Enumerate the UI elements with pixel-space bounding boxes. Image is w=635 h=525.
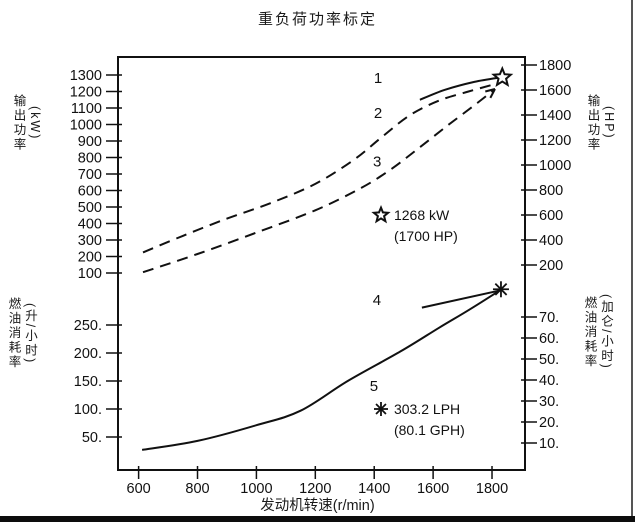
gph-tick-label: 60. [539, 331, 559, 347]
gph-tick-label: 30. [539, 394, 559, 410]
kw-tick-label: 1100 [71, 101, 102, 117]
lph-tick-label: 50. [82, 430, 102, 446]
kw-tick-label: 100 [78, 266, 102, 282]
y-axis-unit-hp: (HP) [602, 106, 616, 140]
annotation-line-1: 1268 kW [394, 207, 450, 223]
plot-border [117, 56, 526, 471]
curve-3-arrowhead [489, 88, 496, 99]
annotation-asterisk-icon [375, 403, 387, 415]
curve-4-label: 4 [373, 292, 381, 309]
lph-tick-label: 100. [74, 402, 102, 418]
y-axis-title-fuel-left: 燃油消耗率 (升/小时) [6, 297, 38, 370]
kw-tick-label: 300 [78, 233, 102, 249]
gph-tick-label: 40. [539, 373, 559, 389]
curve-2 [142, 83, 496, 254]
kw-tick-label: 900 [78, 134, 102, 150]
y-axis-unit-lph: (升/小时) [23, 302, 37, 364]
kw-tick-label: 1200 [70, 85, 102, 101]
annotation-line-2: (80.1 GPH) [394, 422, 465, 438]
lph-tick-label: 200. [74, 346, 102, 362]
y-axis-title-power-right-text: 输出功率 [585, 94, 600, 152]
kw-tick-label: 1000 [70, 118, 102, 134]
kw-tick-label: 600 [78, 184, 102, 200]
hp-tick-label: 400 [539, 233, 563, 249]
y-axis-title-fuel-right-text: 燃油消耗率 [582, 295, 597, 369]
hp-tick-label: 1800 [539, 58, 571, 74]
hp-tick-label: 600 [539, 208, 563, 224]
hp-tick-label: 1000 [539, 158, 571, 174]
curve-2-label: 2 [374, 105, 382, 122]
annotation-star-icon [371, 204, 391, 224]
curve-3-arrowhead [485, 88, 496, 93]
x-tick-label: 800 [185, 481, 209, 497]
curve-5 [141, 289, 501, 451]
hp-tick-label: 800 [539, 183, 563, 199]
gph-tick-label: 70. [539, 310, 559, 326]
lph-tick-label: 250. [74, 318, 102, 334]
kw-tick-label: 700 [78, 167, 102, 183]
curve-3 [142, 88, 496, 274]
y-axis-title-power-left: 输出功率 (kW) [11, 94, 43, 152]
gph-tick-label: 20. [539, 415, 559, 431]
x-tick-label: 1600 [417, 481, 449, 497]
kw-tick-label: 500 [78, 200, 102, 216]
hp-tick-label: 1200 [539, 133, 571, 149]
x-axis-title: 发动机转速(r/min) [260, 498, 375, 514]
y-axis-unit-kw: (kW) [28, 105, 42, 141]
gph-tick-label: 50. [539, 352, 559, 368]
curve-1-star-marker [491, 65, 514, 87]
curve-1 [419, 76, 501, 101]
chart-title: 重负荷功率标定 [257, 12, 377, 28]
kw-tick-label: 1300 [70, 68, 102, 84]
hp-tick-label: 1600 [539, 83, 571, 99]
kw-tick-label: 200 [78, 250, 102, 266]
y-axis-unit-gph: (加仑/小时) [599, 294, 613, 370]
y-axis-title-fuel-left-text: 燃油消耗率 [6, 297, 21, 370]
kw-tick-label: 400 [78, 217, 102, 233]
x-tick-label: 1000 [240, 481, 272, 497]
page-right-border [631, 0, 633, 516]
curve-5-label: 5 [370, 378, 378, 395]
hp-tick-label: 1400 [539, 108, 571, 124]
curve-1-label: 1 [374, 70, 382, 87]
curve-5-asterisk-marker [494, 282, 508, 296]
x-tick-label: 1800 [476, 481, 508, 497]
y-axis-title-fuel-right: 燃油消耗率 (加仑/小时) [582, 294, 614, 370]
kw-tick-label: 800 [78, 151, 102, 167]
y-axis-title-power-right: 输出功率 (HP) [585, 94, 617, 152]
x-tick-label: 600 [127, 481, 151, 497]
annotation-line-2: (1700 HP) [394, 228, 458, 244]
bottom-rule [0, 516, 635, 522]
y-axis-title-power-left-text: 输出功率 [11, 94, 26, 152]
lph-tick-label: 150. [74, 374, 102, 390]
x-tick-label: 1200 [299, 481, 331, 497]
annotation-line-1: 303.2 LPH [394, 401, 460, 417]
curve-4 [421, 289, 501, 309]
gph-tick-label: 10. [539, 436, 559, 452]
x-tick-label: 1400 [358, 481, 390, 497]
curve-3-label: 3 [373, 154, 381, 171]
hp-tick-label: 200 [539, 258, 563, 274]
